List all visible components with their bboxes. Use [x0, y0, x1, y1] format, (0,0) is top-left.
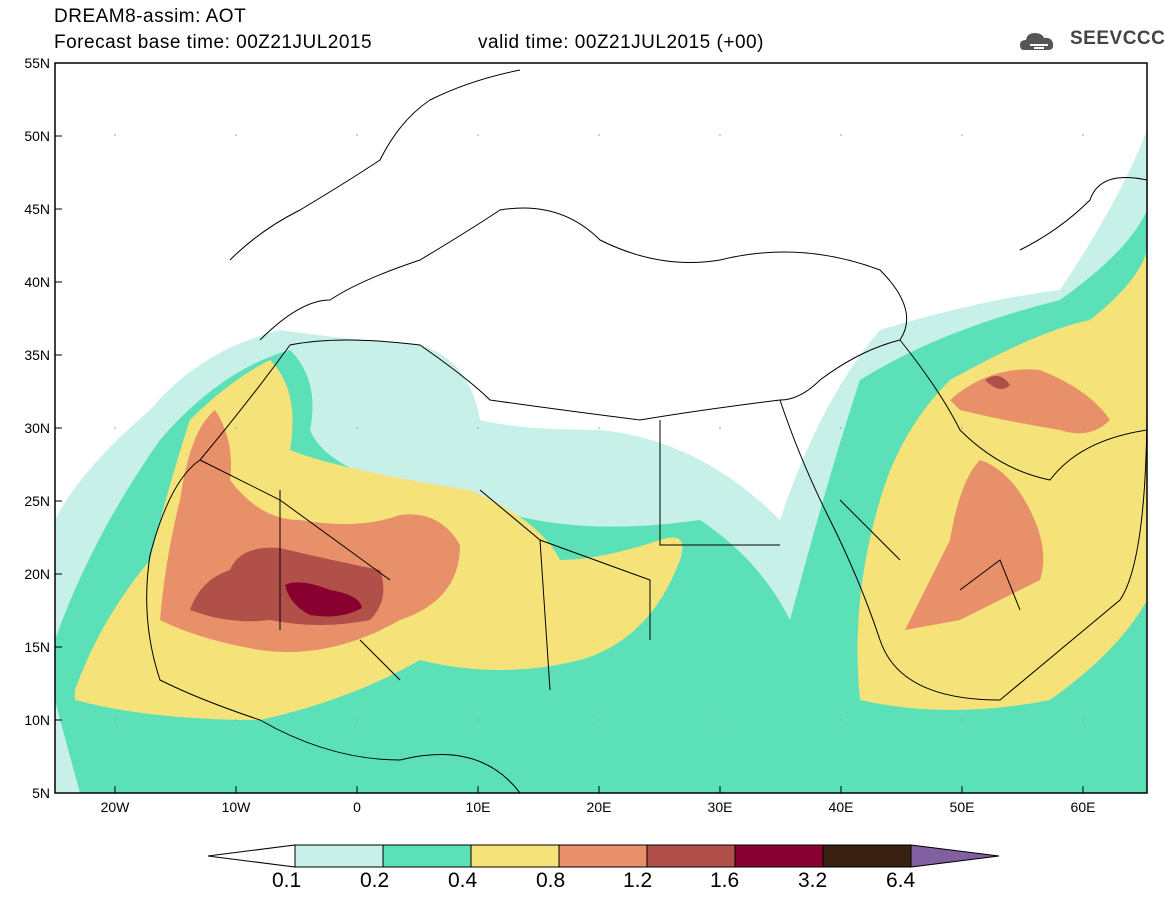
colorbar-high-arrow	[910, 844, 1000, 868]
lon-label: 20W	[101, 799, 131, 815]
logo-text: SEEVCCC	[1070, 28, 1165, 49]
lon-label: 20E	[587, 799, 612, 815]
colorbar-label: 1.2	[623, 869, 653, 892]
lat-label: 30N	[24, 420, 50, 436]
forecast-base-time: Forecast base time: 00Z21JUL2015	[54, 32, 373, 53]
colorbar-swatch	[558, 844, 648, 868]
lat-label: 40N	[24, 274, 50, 290]
lon-label: 10W	[222, 799, 252, 815]
lat-label: 10N	[24, 712, 50, 728]
colorbar-label: 3.2	[798, 869, 828, 892]
lat-label: 25N	[24, 493, 50, 509]
lon-label: 40E	[829, 799, 854, 815]
colorbar-swatch	[734, 844, 824, 868]
colorbar-swatch	[822, 844, 912, 868]
lon-label: 0	[353, 799, 361, 815]
lon-label: 30E	[708, 799, 733, 815]
lat-label: 45N	[24, 201, 50, 217]
colorbar-label: 0.4	[448, 869, 478, 892]
lat-label: 5N	[32, 785, 50, 801]
colorbar-label: 6.4	[886, 869, 916, 892]
lat-label: 55N	[24, 55, 50, 71]
lon-label: 50E	[950, 799, 975, 815]
lat-label: 35N	[24, 347, 50, 363]
map-title: DREAM8-assim: AOT	[54, 6, 247, 27]
colorbar-swatch	[382, 844, 472, 868]
colorbar-label: 0.1	[272, 869, 302, 892]
colorbar-low-arrow	[207, 844, 296, 868]
axis-ticks	[55, 62, 1084, 793]
colorbar-swatch	[470, 844, 560, 868]
colorbar-label: 1.6	[710, 869, 740, 892]
cloud-logo-icon	[1020, 33, 1054, 50]
coastlines	[146, 69, 1147, 793]
lat-label: 20N	[24, 566, 50, 582]
colorbar-label: 0.8	[536, 869, 566, 892]
lat-label: 15N	[24, 639, 50, 655]
valid-time: valid time: 00Z21JUL2015 (+00)	[478, 32, 764, 53]
lon-label: 60E	[1071, 799, 1096, 815]
graticule	[114, 134, 1084, 721]
colorbar-swatch	[294, 844, 384, 868]
aot-field	[55, 130, 1147, 793]
lon-label: 10E	[466, 799, 491, 815]
colorbar-label: 0.2	[360, 869, 390, 892]
lat-label: 50N	[24, 128, 50, 144]
colorbar-swatch	[646, 844, 736, 868]
